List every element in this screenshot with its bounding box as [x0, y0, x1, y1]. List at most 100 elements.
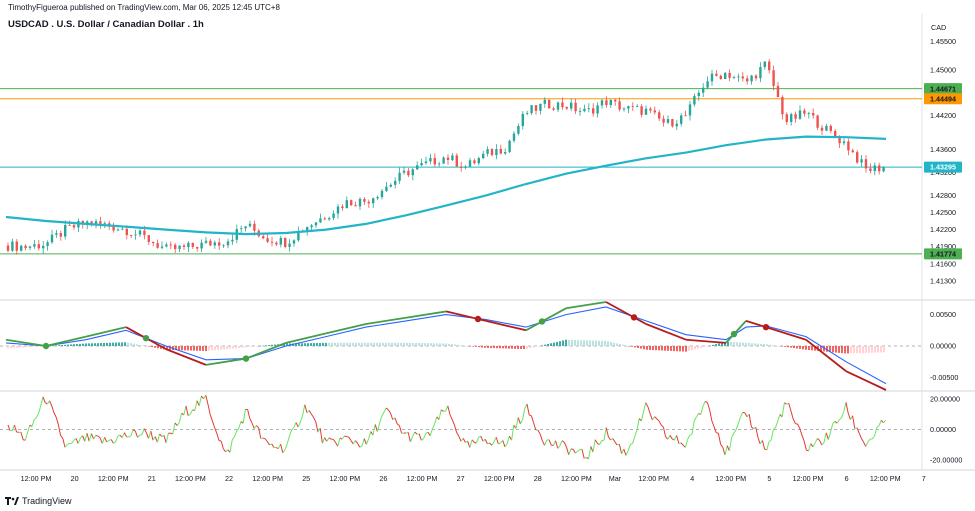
oscillator-line-segment [632, 436, 636, 444]
macd-histogram-bar [199, 346, 201, 351]
oscillator-line-segment [878, 420, 882, 426]
oscillator-line-segment [678, 442, 682, 445]
candle-body [671, 119, 674, 127]
oscillator-line-segment [319, 428, 323, 444]
oscillator-line-segment [883, 420, 886, 424]
oscillator-line-segment [557, 445, 561, 449]
oscillator-line-segment [827, 431, 832, 440]
candle-body [644, 108, 648, 115]
candle-body [754, 75, 758, 79]
candle-body [776, 85, 780, 98]
oscillator-line-segment [858, 433, 862, 439]
candle-body [482, 153, 485, 159]
candle-body [213, 242, 216, 246]
candle-body [680, 115, 683, 124]
time-tick-label: 12:00 PM [484, 474, 515, 483]
time-tick-label: 12:00 PM [329, 474, 360, 483]
candle-body [834, 130, 837, 137]
macd-histogram-bar [340, 342, 342, 346]
oscillator-line-segment [808, 443, 812, 451]
oscillator-line-segment [148, 431, 152, 439]
candle-body [856, 152, 859, 163]
macd-histogram-bar [655, 346, 657, 351]
candle-body [24, 245, 27, 248]
candle-body [812, 113, 815, 116]
time-tick-label: 20 [71, 474, 79, 483]
oscillator-line-segment [517, 417, 521, 425]
candle-body [807, 113, 810, 114]
oscillator-line-segment [687, 434, 691, 440]
candle-body [596, 105, 599, 114]
oscillator-line-segment [462, 438, 466, 443]
macd-histogram-bar [154, 346, 156, 348]
oscillator-line-segment [233, 431, 238, 437]
macd-histogram-bar [115, 342, 117, 346]
macd-histogram-bar [106, 342, 108, 346]
macd-histogram-bar [724, 341, 726, 346]
oscillator-line-segment [207, 404, 211, 415]
oscillator-line-segment [731, 433, 735, 438]
candle-body [561, 102, 564, 108]
macd-histogram-bar [715, 344, 717, 346]
oscillator-line-segment [845, 402, 849, 414]
macd-histogram-bar [688, 346, 690, 351]
candle-body [248, 223, 252, 227]
oscillator-line-segment [121, 432, 125, 438]
candle-body [662, 118, 665, 123]
oscillator-line-segment [57, 424, 62, 436]
oscillator-line-segment [293, 422, 297, 428]
oscillator-line-segment [559, 440, 563, 446]
oscillator-line-segment [104, 437, 108, 443]
oscillator-line-segment [660, 424, 664, 428]
oscillator-line-segment [90, 433, 95, 440]
candle-body [490, 149, 494, 156]
macd-histogram-bar [532, 346, 534, 348]
oscillator-line-segment [584, 457, 587, 459]
oscillator-line-segment [141, 428, 145, 435]
macd-histogram-bar [178, 346, 180, 351]
oscillator-line-segment [781, 402, 785, 418]
macd-histogram-bar [175, 346, 177, 351]
candle-body [741, 76, 744, 79]
candle-body [790, 114, 793, 123]
oscillator-line-segment [735, 423, 739, 431]
macd-line-segment [365, 316, 407, 325]
macd-histogram-bar [502, 346, 504, 349]
oscillator-line-segment [766, 441, 770, 451]
macd-histogram-bar [814, 346, 816, 351]
candle-body [803, 110, 806, 114]
oscillator-line-segment [623, 448, 627, 456]
oscillator-line-segment [467, 441, 471, 448]
macd-histogram-bar [538, 346, 540, 347]
time-tick-label: 12:00 PM [407, 474, 438, 483]
candle-body [253, 223, 256, 231]
macd-histogram-bar [754, 343, 756, 346]
candle-body [530, 105, 533, 114]
oscillator-line-segment [438, 409, 442, 420]
oscillator-line-segment [137, 434, 141, 438]
candle-body [627, 106, 630, 109]
oscillator-tick-label: 20.00000 [930, 395, 960, 404]
macd-cross-dot [142, 334, 150, 342]
price-level-tag [924, 83, 962, 95]
macd-histogram-bar [628, 346, 630, 347]
macd-histogram-bar [559, 341, 561, 346]
oscillator-line-segment [218, 440, 222, 442]
oscillator-line-segment [860, 438, 865, 443]
macd-histogram-bar [529, 346, 531, 349]
candle-body [622, 108, 626, 110]
candle-body [592, 108, 595, 114]
macd-histogram-bar [847, 346, 849, 354]
oscillator-line-segment [630, 442, 633, 445]
oscillator-line-segment [62, 438, 66, 448]
candle-body [11, 241, 14, 251]
macd-histogram-bar [400, 342, 402, 346]
oscillator-line-segment [324, 437, 328, 442]
oscillator-line-segment [379, 416, 383, 424]
oscillator-line-segment [346, 435, 349, 438]
macd-histogram-bar [874, 346, 876, 353]
macd-histogram-bar [205, 346, 207, 352]
macd-histogram-bar [334, 342, 336, 346]
oscillator-line-segment [640, 411, 645, 422]
oscillator-line-segment [819, 440, 823, 446]
